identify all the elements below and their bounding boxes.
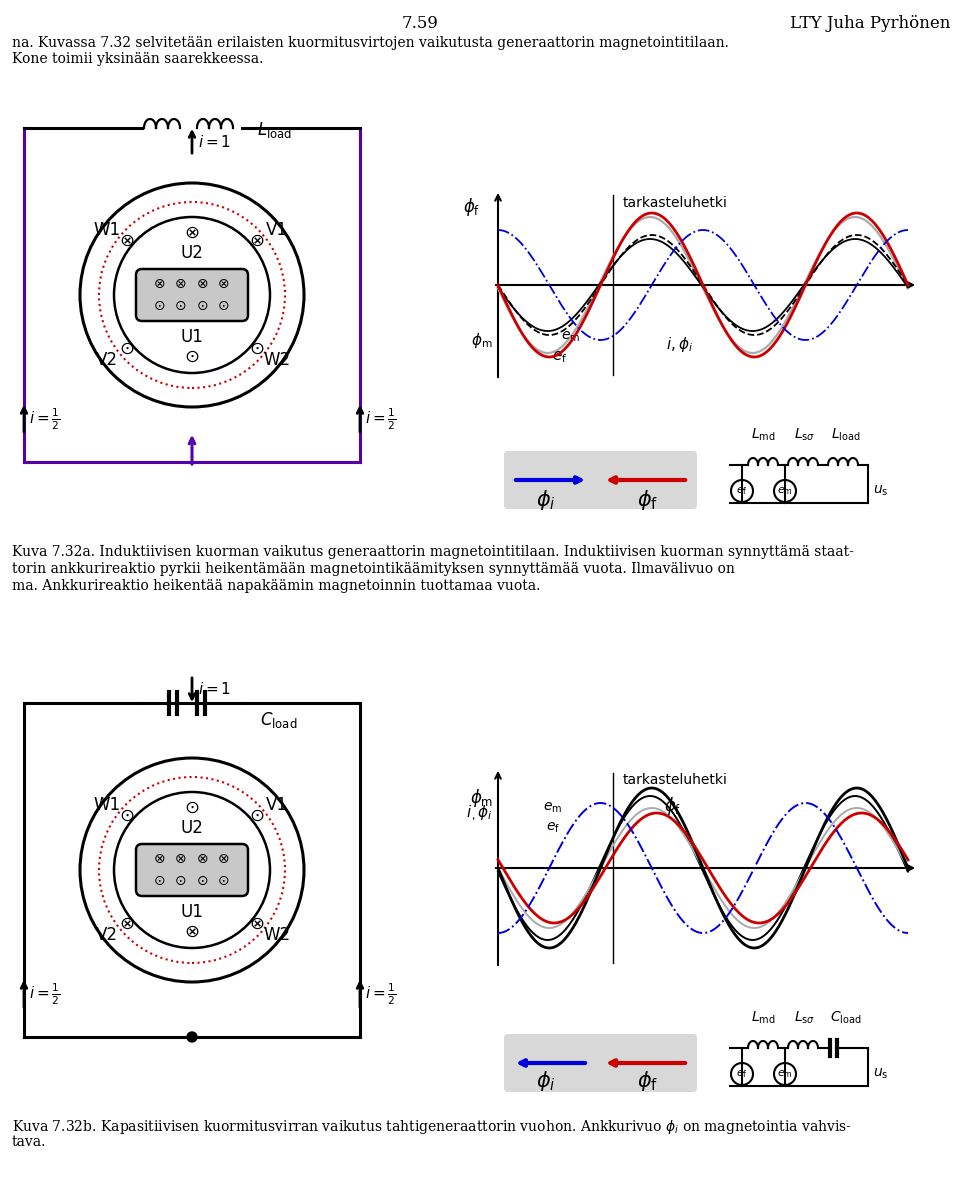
Text: $\phi_{\mathrm{f}}$: $\phi_{\mathrm{f}}$ xyxy=(637,488,659,512)
Text: na. Kuvassa 7.32 selvitetään erilaisten kuormitusvirtojen vaikutusta generaattor: na. Kuvassa 7.32 selvitetään erilaisten … xyxy=(12,36,729,50)
Text: $i_{\,,}\phi_i$: $i_{\,,}\phi_i$ xyxy=(467,804,493,823)
Text: ⊗: ⊗ xyxy=(218,277,229,291)
Text: ⊙: ⊙ xyxy=(250,339,265,358)
Text: LTY Juha Pyrhönen: LTY Juha Pyrhönen xyxy=(790,15,950,32)
Text: ma. Ankkurireaktio heikentää napakäämin magnetoinnin tuottamaa vuota.: ma. Ankkurireaktio heikentää napakäämin … xyxy=(12,579,540,594)
Text: W1: W1 xyxy=(93,796,121,814)
Text: ⊙: ⊙ xyxy=(175,874,187,888)
Text: ⊙: ⊙ xyxy=(175,299,187,313)
Text: $\phi_{\mathrm{m}}$: $\phi_{\mathrm{m}}$ xyxy=(469,787,493,810)
Text: ⊗: ⊗ xyxy=(119,915,134,933)
FancyBboxPatch shape xyxy=(504,1034,697,1092)
Text: $\phi_{\mathrm{f}}$: $\phi_{\mathrm{f}}$ xyxy=(664,795,682,817)
Text: tarkasteluhetki: tarkasteluhetki xyxy=(623,773,728,787)
Text: $L_{\mathrm{md}}$: $L_{\mathrm{md}}$ xyxy=(751,426,776,443)
Text: $L_{\mathrm{s}\sigma}$: $L_{\mathrm{s}\sigma}$ xyxy=(794,1010,816,1026)
Text: ⊙: ⊙ xyxy=(197,299,209,313)
Text: ⊗: ⊗ xyxy=(175,277,187,291)
Text: $e_{\mathrm{m}}$: $e_{\mathrm{m}}$ xyxy=(543,801,563,815)
Text: $i{=}1$: $i{=}1$ xyxy=(198,134,231,150)
Text: ⊙: ⊙ xyxy=(250,807,265,825)
Text: ⊗: ⊗ xyxy=(155,277,166,291)
Text: V1: V1 xyxy=(266,221,288,239)
Text: ⊗: ⊗ xyxy=(184,224,200,242)
Text: ⊙: ⊙ xyxy=(197,874,209,888)
Text: W1: W1 xyxy=(93,221,121,239)
Text: $i{=}\frac{1}{2}$: $i{=}\frac{1}{2}$ xyxy=(365,982,396,1007)
Circle shape xyxy=(187,1032,197,1042)
Text: 7.59: 7.59 xyxy=(401,15,439,32)
FancyBboxPatch shape xyxy=(136,844,248,896)
Text: ⊙: ⊙ xyxy=(218,874,229,888)
Text: V2: V2 xyxy=(96,926,118,944)
Text: W2: W2 xyxy=(263,926,291,944)
Text: $C_{\mathrm{load}}$: $C_{\mathrm{load}}$ xyxy=(260,710,298,730)
Text: $e_{\mathrm{m}}$: $e_{\mathrm{m}}$ xyxy=(777,1068,793,1080)
Text: $e_{\mathrm{f}}$: $e_{\mathrm{f}}$ xyxy=(546,820,560,836)
Text: $i{=}1$: $i{=}1$ xyxy=(198,681,231,697)
Text: V1: V1 xyxy=(266,796,288,814)
Text: $\phi_{\mathrm{m}}$: $\phi_{\mathrm{m}}$ xyxy=(471,330,493,349)
Text: ⊙: ⊙ xyxy=(184,799,200,817)
Text: ⊙: ⊙ xyxy=(119,807,134,825)
Text: V2: V2 xyxy=(96,351,118,369)
Text: ⊗: ⊗ xyxy=(119,231,134,250)
Text: ⊙: ⊙ xyxy=(184,348,200,366)
Text: $i{=}\frac{1}{2}$: $i{=}\frac{1}{2}$ xyxy=(29,982,60,1007)
Text: ⊙: ⊙ xyxy=(155,874,166,888)
Text: $e_{\mathrm{f}}$: $e_{\mathrm{f}}$ xyxy=(736,1068,748,1080)
Text: tava.: tava. xyxy=(12,1135,46,1149)
Text: $u_{\mathrm{s}}$: $u_{\mathrm{s}}$ xyxy=(873,484,888,499)
Text: U2: U2 xyxy=(180,819,204,837)
Text: ⊗: ⊗ xyxy=(250,231,265,250)
Text: ⊗: ⊗ xyxy=(250,915,265,933)
Text: $\phi_{\mathrm{f}}$: $\phi_{\mathrm{f}}$ xyxy=(463,196,480,218)
Text: U1: U1 xyxy=(180,328,204,345)
Text: $L_{\mathrm{load}}$: $L_{\mathrm{load}}$ xyxy=(257,120,292,140)
Text: $e_{\mathrm{f}}$: $e_{\mathrm{f}}$ xyxy=(552,349,567,364)
Text: ⊗: ⊗ xyxy=(184,923,200,941)
Text: ⊗: ⊗ xyxy=(197,852,209,867)
Text: ⊗: ⊗ xyxy=(197,277,209,291)
Text: $e_{\mathrm{m}}$: $e_{\mathrm{m}}$ xyxy=(777,485,793,497)
Text: torin ankkurireaktio pyrkii heikentämään magnetointikäämityksen synnyttämää vuot: torin ankkurireaktio pyrkii heikentämään… xyxy=(12,561,739,576)
Text: tarkasteluhetki: tarkasteluhetki xyxy=(623,196,728,210)
Text: $L_{\mathrm{md}}$: $L_{\mathrm{md}}$ xyxy=(751,1010,776,1026)
Text: ⊗: ⊗ xyxy=(218,852,229,867)
Text: ⊙: ⊙ xyxy=(218,299,229,313)
Text: $\phi_i$: $\phi_i$ xyxy=(536,1069,556,1093)
Text: $L_{\mathrm{s}\sigma}$: $L_{\mathrm{s}\sigma}$ xyxy=(794,426,816,443)
Text: W2: W2 xyxy=(263,351,291,369)
Text: $C_{\mathrm{load}}$: $C_{\mathrm{load}}$ xyxy=(830,1010,862,1026)
Text: U2: U2 xyxy=(180,245,204,262)
Text: $u_{\mathrm{s}}$: $u_{\mathrm{s}}$ xyxy=(873,1067,888,1081)
Text: ⊗: ⊗ xyxy=(155,852,166,867)
Text: $e_{\mathrm{m}}$: $e_{\mathrm{m}}$ xyxy=(562,330,581,344)
FancyBboxPatch shape xyxy=(136,269,248,320)
Text: Kuva 7.32b. Kapasitiivisen kuormitusvirran vaikutus tahtigeneraattorin vuohon. A: Kuva 7.32b. Kapasitiivisen kuormitusvirr… xyxy=(12,1118,852,1136)
Text: $L_{\mathrm{load}}$: $L_{\mathrm{load}}$ xyxy=(831,426,861,443)
Text: $\phi_{\mathrm{f}}$: $\phi_{\mathrm{f}}$ xyxy=(637,1069,659,1093)
Text: Kuva 7.32a. Induktiivisen kuorman vaikutus generaattorin magnetointitilaan. Indu: Kuva 7.32a. Induktiivisen kuorman vaikut… xyxy=(12,545,853,559)
Text: $\phi_i$: $\phi_i$ xyxy=(536,488,556,512)
Text: ⊙: ⊙ xyxy=(155,299,166,313)
Text: $i{=}\frac{1}{2}$: $i{=}\frac{1}{2}$ xyxy=(365,406,396,432)
Text: $i,\phi_i$: $i,\phi_i$ xyxy=(666,336,693,355)
Text: U1: U1 xyxy=(180,903,204,921)
Text: Kone toimii yksinään saarekkeessa.: Kone toimii yksinään saarekkeessa. xyxy=(12,52,263,66)
FancyBboxPatch shape xyxy=(504,451,697,509)
Text: ⊙: ⊙ xyxy=(119,339,134,358)
Text: ⊗: ⊗ xyxy=(175,852,187,867)
Text: $e_{\mathrm{f}}$: $e_{\mathrm{f}}$ xyxy=(736,485,748,497)
Text: $i{=}\frac{1}{2}$: $i{=}\frac{1}{2}$ xyxy=(29,406,60,432)
